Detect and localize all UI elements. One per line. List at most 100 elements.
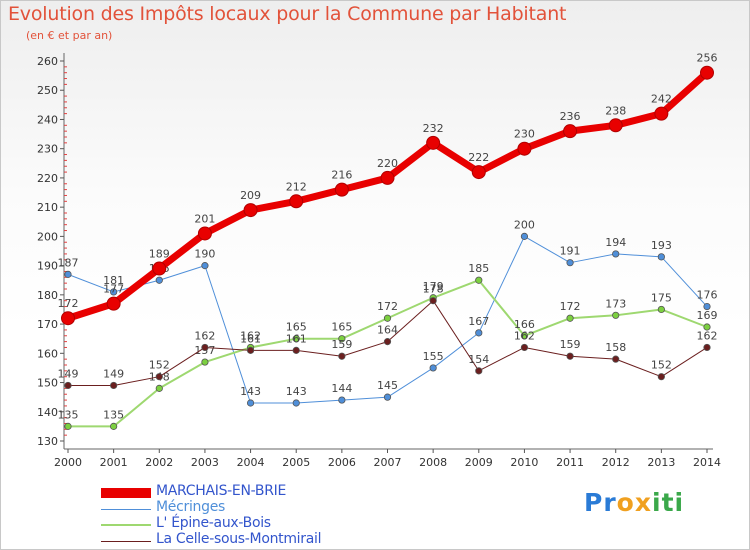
data-point	[152, 261, 167, 276]
proxiti-logo: Proxiti	[584, 488, 684, 517]
data-label: 143	[240, 385, 261, 398]
data-point	[517, 141, 532, 156]
chart-title: Evolution des Impôts locaux pour la Comm…	[8, 3, 567, 25]
x-tick-label: 2007	[374, 456, 402, 469]
data-point	[110, 288, 118, 296]
data-label: 181	[103, 274, 124, 287]
logo-letter: P	[584, 488, 604, 517]
data-point	[608, 118, 623, 133]
data-point	[657, 253, 665, 261]
data-point	[566, 352, 574, 360]
data-label: 161	[286, 332, 307, 345]
data-label: 152	[651, 359, 672, 372]
data-label: 165	[331, 321, 352, 334]
data-label: 256	[697, 52, 718, 65]
data-label: 220	[377, 157, 398, 170]
data-point	[429, 297, 437, 305]
x-tick-label: 2008	[419, 456, 447, 469]
data-point	[246, 346, 255, 354]
data-label: 144	[331, 382, 352, 395]
data-label: 172	[58, 297, 79, 310]
data-label: 176	[697, 289, 718, 302]
data-point	[246, 399, 255, 407]
data-label: 230	[514, 128, 535, 141]
logo-letter: i	[674, 488, 685, 517]
data-label: 143	[286, 385, 307, 398]
data-label: 212	[286, 180, 307, 193]
data-point	[383, 338, 392, 346]
data-label: 155	[423, 350, 444, 363]
data-point	[61, 311, 75, 326]
y-tick-label: 190	[37, 260, 58, 273]
logo-letter: r	[603, 488, 617, 517]
data-point	[110, 422, 118, 430]
data-point	[475, 329, 483, 337]
x-tick-label: 2005	[282, 456, 310, 469]
x-tick-label: 2011	[556, 456, 584, 469]
data-label: 154	[468, 353, 489, 366]
logo-letter: x	[634, 488, 652, 517]
data-point	[700, 65, 714, 80]
data-point	[657, 305, 665, 314]
y-tick-label: 180	[37, 289, 58, 302]
x-tick-label: 2000	[54, 456, 82, 469]
data-label: 158	[605, 341, 626, 354]
data-label: 162	[240, 329, 261, 342]
data-label: 238	[605, 104, 626, 117]
data-point	[654, 106, 669, 121]
data-point	[106, 296, 121, 311]
data-label: 194	[605, 236, 626, 249]
legend-label: L' Épine-aux-Bois	[156, 515, 271, 531]
data-point	[243, 203, 258, 218]
data-point	[475, 276, 483, 284]
data-label: 222	[468, 151, 489, 164]
data-label: 162	[514, 329, 535, 342]
legend-label: MARCHAIS-EN-BRIE	[156, 483, 287, 499]
data-point	[657, 373, 665, 381]
data-label: 172	[377, 300, 398, 313]
y-tick-label: 130	[37, 435, 58, 448]
data-point	[64, 270, 72, 278]
data-label: 187	[58, 256, 79, 269]
x-tick-label: 2009	[465, 456, 493, 469]
data-point	[612, 250, 620, 258]
data-label: 200	[514, 218, 535, 231]
data-point	[703, 302, 711, 311]
y-tick-label: 170	[37, 318, 58, 331]
x-tick-label: 2014	[693, 456, 721, 469]
data-point	[338, 335, 346, 343]
data-label: 209	[240, 189, 261, 202]
data-label: 189	[149, 248, 170, 261]
data-point	[566, 314, 574, 322]
data-label: 236	[560, 110, 581, 123]
data-label: 149	[58, 367, 79, 380]
chart-subtitle: (en € et par an)	[26, 29, 113, 42]
y-tick-label: 240	[37, 113, 58, 126]
data-point	[380, 170, 395, 185]
data-label: 149	[103, 367, 124, 380]
x-tick-label: 2006	[328, 456, 356, 469]
logo-letter: o	[616, 488, 635, 517]
data-point	[110, 381, 118, 390]
data-point	[429, 364, 437, 372]
data-label: 159	[560, 338, 581, 351]
y-tick-label: 150	[37, 377, 58, 390]
x-tick-label: 2013	[647, 456, 675, 469]
data-point	[563, 124, 578, 139]
data-point	[566, 259, 574, 267]
data-point	[703, 343, 711, 352]
legend-label: La Celle-sous-Montmirail	[156, 531, 322, 547]
data-label: 135	[103, 408, 124, 421]
data-label: 169	[697, 309, 718, 322]
data-point	[334, 182, 349, 197]
data-point	[520, 232, 529, 240]
data-label: 167	[468, 315, 489, 328]
data-label: 190	[194, 248, 215, 261]
data-label: 185	[468, 262, 489, 275]
data-label: 172	[560, 300, 581, 313]
data-point	[520, 343, 529, 352]
data-point	[703, 323, 711, 331]
data-point	[64, 381, 72, 390]
x-tick-label: 2004	[237, 456, 265, 469]
